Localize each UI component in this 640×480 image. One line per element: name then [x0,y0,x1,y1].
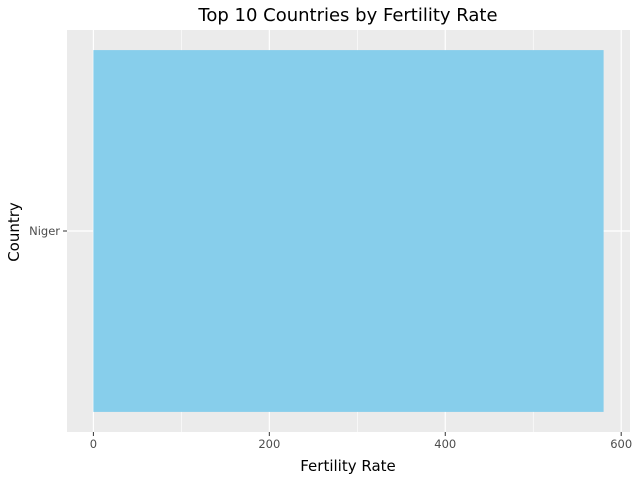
x-tick-label: 400 [434,437,456,451]
bars [93,50,604,412]
chart-title: Top 10 Countries by Fertility Rate [197,5,497,26]
x-axis-ticks: 0 200 400 600 [90,432,632,451]
x-axis-title: Fertility Rate [300,457,396,475]
y-axis-title: Country [5,202,23,262]
x-tick-label: 600 [610,437,632,451]
y-axis-ticks: Niger [29,224,67,238]
x-tick-label: 200 [258,437,280,451]
x-tick-label: 0 [90,437,97,451]
bar-niger [93,50,604,412]
y-tick-label: Niger [29,224,60,238]
